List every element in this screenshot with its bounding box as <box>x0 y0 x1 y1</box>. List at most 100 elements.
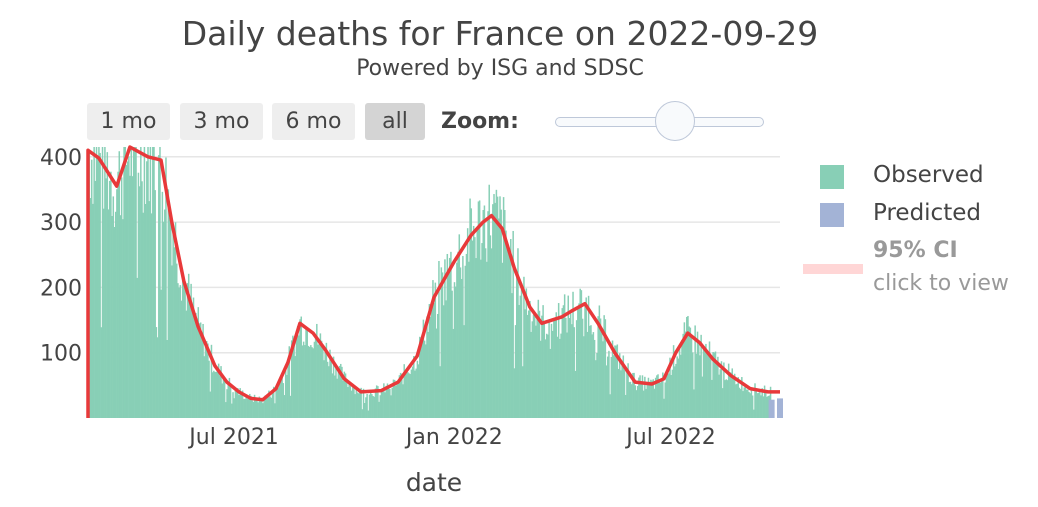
observed-bar <box>695 353 698 418</box>
observed-bar <box>551 330 554 418</box>
observed-bar <box>750 389 753 418</box>
observed-bar <box>683 322 686 418</box>
observed-bar <box>164 209 166 418</box>
observed-bar <box>568 318 571 418</box>
observed-bar <box>481 243 483 418</box>
predicted-bar <box>768 399 775 418</box>
observed-bar <box>268 390 270 418</box>
observed-bar <box>299 319 301 418</box>
observed-bar <box>435 328 438 418</box>
range-button-6mo[interactable]: 6 mo <box>272 103 355 140</box>
observed-bar <box>745 389 748 418</box>
observed-bar <box>294 356 297 418</box>
observed-bar <box>520 283 523 418</box>
observed-bar <box>180 300 183 418</box>
observed-bar <box>572 291 574 418</box>
legend-observed-label[interactable]: Observed <box>873 162 984 188</box>
observed-bar <box>478 200 481 418</box>
observed-bar <box>170 217 172 418</box>
observed-bar <box>314 337 317 418</box>
observed-bar <box>748 391 750 418</box>
observed-bar <box>426 316 428 418</box>
observed-bar <box>666 369 669 418</box>
observed-bar <box>688 326 690 418</box>
legend-ci-hint[interactable]: click to view <box>873 271 1009 296</box>
observed-bar <box>766 396 768 418</box>
observed-bar <box>266 396 269 418</box>
observed-bar <box>185 310 188 418</box>
observed-bar <box>120 177 123 418</box>
observed-bar <box>689 327 692 418</box>
zoom-label: Zoom: <box>441 109 519 134</box>
observed-bar <box>671 369 674 418</box>
observed-bar <box>270 397 273 418</box>
observed-bar <box>495 189 498 418</box>
observed-bar <box>487 211 489 418</box>
legend-observed-swatch[interactable] <box>820 165 844 189</box>
observed-bar <box>159 147 161 418</box>
observed-bar <box>251 400 253 418</box>
observed-bar <box>569 313 572 418</box>
legend-ci-title[interactable]: 95% CI <box>873 238 958 263</box>
observed-bar <box>654 377 657 418</box>
observed-bar <box>343 371 346 418</box>
observed-bar <box>735 384 737 418</box>
observed-bar <box>320 340 323 418</box>
legend-predicted-swatch[interactable] <box>820 203 844 227</box>
observed-bar <box>123 147 125 418</box>
observed-bar <box>592 332 595 418</box>
observed-bar <box>550 323 553 418</box>
observed-bar <box>538 310 541 418</box>
observed-bar <box>403 364 405 418</box>
observed-bar <box>100 327 103 418</box>
observed-bar <box>132 147 135 418</box>
observed-bar <box>332 356 335 418</box>
observed-bar <box>290 340 293 418</box>
observed-bar <box>210 344 213 418</box>
observed-bar <box>611 340 614 418</box>
observed-bar <box>404 372 407 418</box>
observed-bar <box>226 389 228 418</box>
observed-bar <box>124 147 127 418</box>
observed-bar <box>675 363 677 418</box>
observed-bar <box>199 322 202 418</box>
observed-bar <box>281 375 283 418</box>
observed-bar <box>573 327 575 418</box>
observed-bar <box>209 391 212 418</box>
zoom-slider-handle[interactable] <box>655 101 695 141</box>
range-button-1mo[interactable]: 1 mo <box>87 103 170 140</box>
observed-bar <box>417 364 420 418</box>
observed-bar <box>341 366 343 418</box>
observed-bar <box>677 358 680 418</box>
observed-bar <box>549 348 552 418</box>
range-button-all[interactable]: all <box>365 103 425 140</box>
observed-bar <box>217 363 220 418</box>
observed-bar <box>247 398 250 418</box>
legend-predicted-label[interactable]: Predicted <box>873 200 981 226</box>
observed-bar <box>136 277 138 418</box>
observed-bar <box>359 389 361 418</box>
observed-bar <box>756 393 759 418</box>
observed-bar <box>530 331 532 418</box>
observed-bar <box>310 345 312 418</box>
observed-bar <box>175 263 178 418</box>
observed-bar <box>319 333 322 418</box>
observed-bar <box>484 248 487 418</box>
observed-bar <box>284 365 287 418</box>
observed-bar <box>225 402 227 418</box>
observed-bar <box>471 240 474 418</box>
observed-bar <box>518 304 520 418</box>
observed-bar <box>743 387 745 418</box>
observed-bar <box>482 209 484 418</box>
observed-bar <box>325 342 328 418</box>
observed-bar <box>721 388 724 418</box>
observed-bar <box>201 334 203 418</box>
observed-bar <box>565 317 567 418</box>
observed-bar <box>474 237 476 418</box>
observed-bar <box>703 346 706 418</box>
legend-ci-swatch[interactable] <box>803 264 863 274</box>
range-button-3mo[interactable]: 3 mo <box>180 103 263 140</box>
observed-bar <box>334 375 336 418</box>
observed-bar <box>304 345 306 418</box>
observed-bar <box>501 262 504 418</box>
